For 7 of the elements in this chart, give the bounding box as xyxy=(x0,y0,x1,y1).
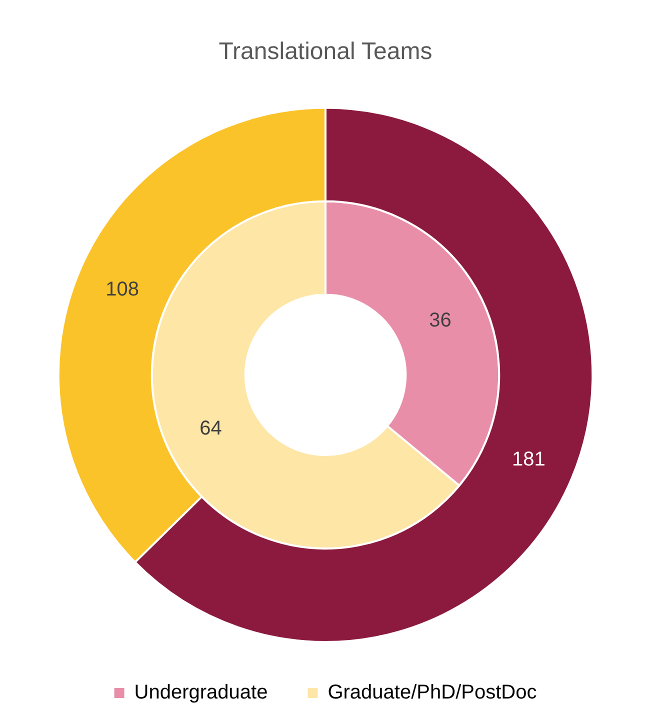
legend-label: Graduate/PhD/PostDoc xyxy=(328,682,537,704)
data-label: 36 xyxy=(429,309,452,332)
legend-label: Undergraduate xyxy=(134,682,268,704)
data-label: 64 xyxy=(200,417,222,440)
chart-title: Translational Teams xyxy=(218,38,432,66)
data-label: 108 xyxy=(106,278,139,300)
data-label: 181 xyxy=(512,448,546,471)
